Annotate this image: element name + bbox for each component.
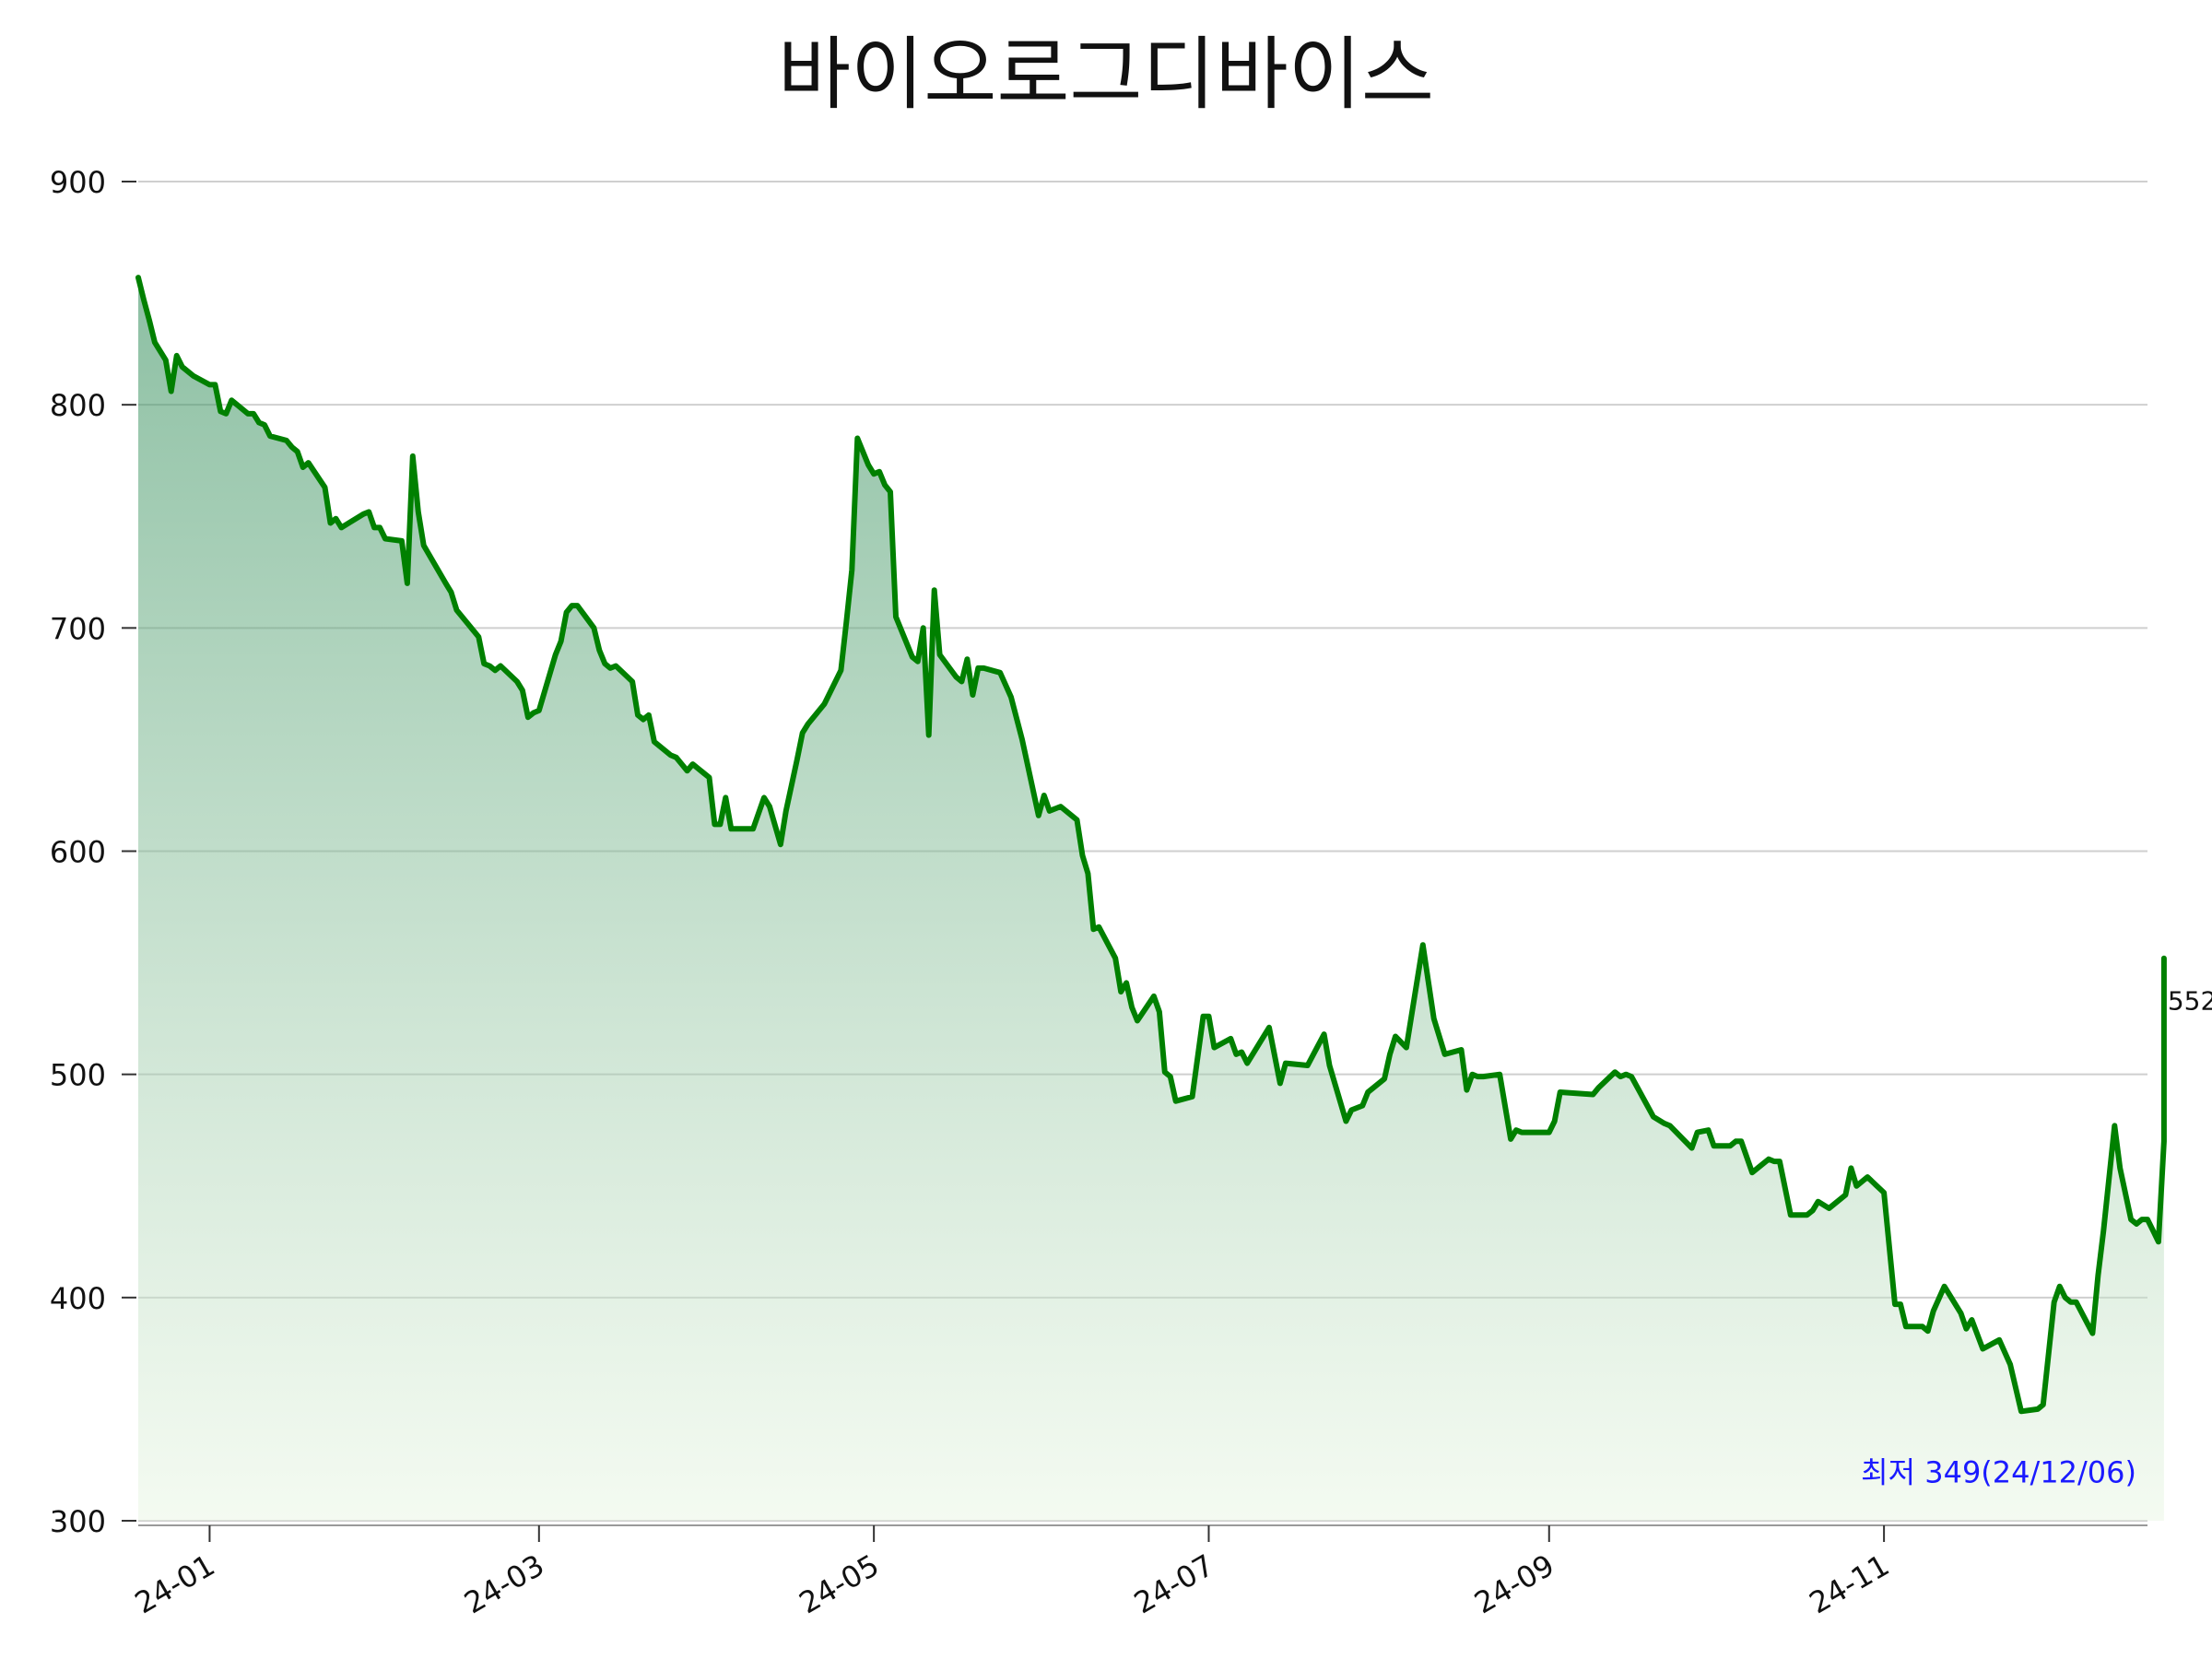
x-tick-label: 24-01 [129,1547,221,1620]
x-tick-label: 24-11 [1804,1547,1896,1620]
chart-title: 바이오로그디바이스 [777,29,1435,121]
y-tick-label: 500 [50,1058,106,1093]
price-line [135,275,2167,1415]
x-tick-label: 24-05 [794,1547,886,1620]
y-tick-label: 900 [50,165,106,200]
x-tick-label: 24-03 [458,1547,550,1620]
y-tick-label: 300 [50,1504,106,1539]
last-price-label: 552 [2168,986,2212,1017]
y-axis: 300 400 500 600 700 800 900 [50,165,136,1539]
y-tick-label: 700 [50,611,106,646]
x-tick-label: 24-09 [1468,1547,1560,1620]
y-tick-label: 800 [50,388,106,423]
y-tick-label: 600 [50,835,106,870]
y-tick-label: 400 [50,1281,106,1316]
price-area-fill [138,277,2164,1522]
x-tick-label: 24-07 [1128,1547,1220,1620]
min-price-annotation: 최저 349(24/12/06) [1861,1454,2136,1489]
x-axis: 24-01 24-03 24-05 24-07 24-09 24-11 [129,1524,2147,1620]
